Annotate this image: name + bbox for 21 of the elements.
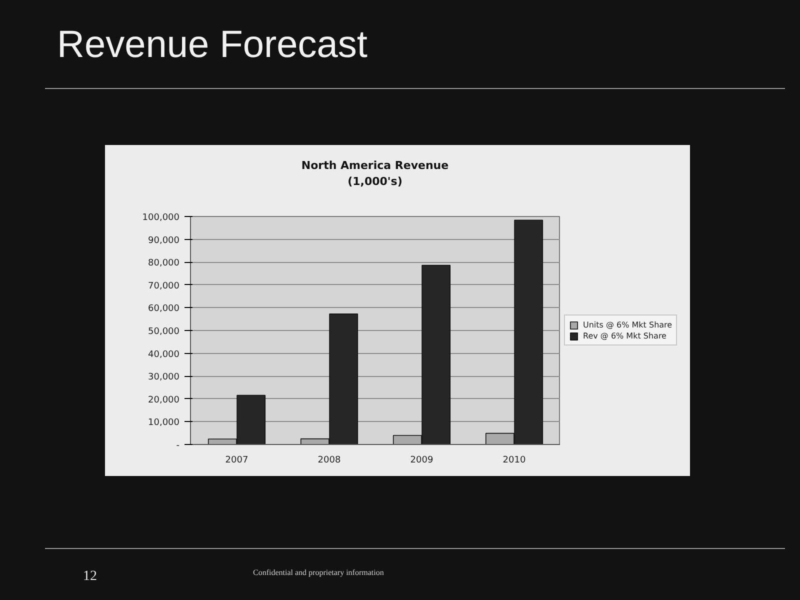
y-tick-label: 50,000	[148, 327, 180, 337]
legend-label: Rev @ 6% Mkt Share	[583, 330, 666, 340]
text: Revenue Forecast	[57, 23, 368, 68]
y-tick-label: 60,000	[148, 304, 180, 314]
text: 12	[83, 568, 97, 586]
y-tick-label: 30,000	[148, 372, 180, 383]
y-tick-label: 10,000	[148, 418, 180, 428]
x-tick-label: 2009	[410, 456, 434, 466]
y-tick-label: 20,000	[148, 395, 180, 406]
y-tick-label: -	[176, 441, 180, 451]
y-tick-label: 70,000	[148, 281, 180, 292]
y-tick-label: 80,000	[148, 258, 180, 269]
y-tick-label: 100,000	[142, 213, 180, 223]
x-tick-label: 2007	[225, 456, 248, 466]
x-tick-label: 2008	[318, 456, 341, 466]
chart-title: North America Revenue (1,000's)	[301, 158, 449, 190]
text: Confidential and proprietary information	[253, 567, 384, 578]
y-tick-label: 40,000	[148, 350, 180, 360]
x-tick-label: 2010	[502, 456, 526, 466]
legend-label: Units @ 6% Mkt Share	[583, 320, 672, 330]
y-tick-label: 90,000	[148, 236, 180, 246]
